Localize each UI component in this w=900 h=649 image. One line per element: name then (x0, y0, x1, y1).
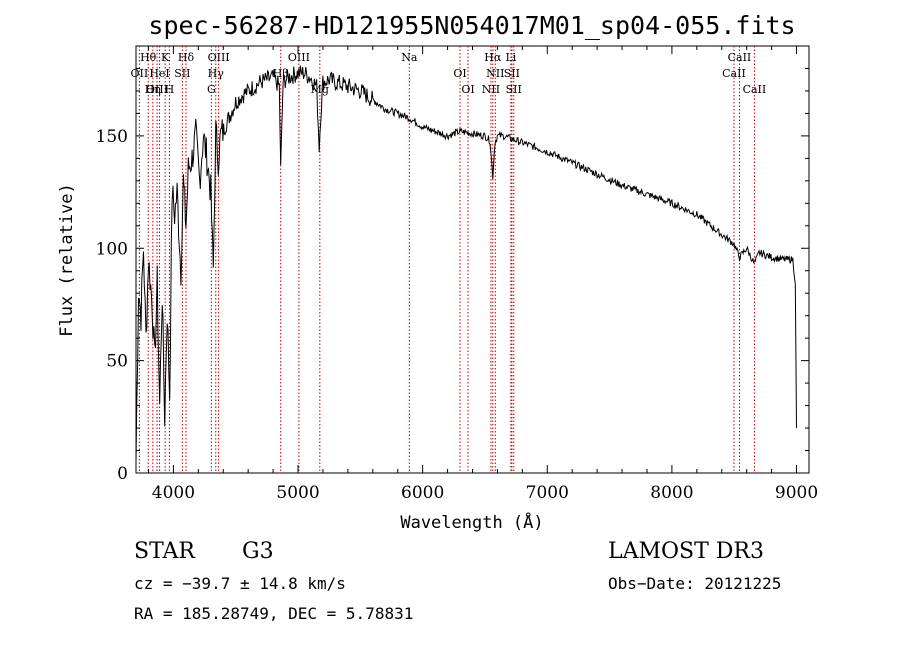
spectral-line-label: NII (486, 67, 504, 80)
spectral-line-label: OI (461, 83, 474, 96)
x-axis-label: Wavelength (Å) (400, 511, 543, 533)
spectral-line-label: SII (174, 67, 190, 80)
spectral-line-label: CaII (728, 51, 752, 64)
x-tick-label: 6000 (401, 483, 444, 503)
spectral-line-label: OII (131, 67, 149, 80)
spectral-line-label: CaII (722, 67, 746, 80)
spectral-line-label: Hβ (273, 67, 289, 80)
spectral-line-label: OIII (208, 51, 230, 64)
object-type: STAR (134, 539, 195, 564)
spectral-line-label: Mg (311, 83, 329, 96)
redshift-cz: cz = −39.7 ± 14.8 km/s (134, 574, 346, 593)
y-tick-label: 150 (96, 127, 128, 147)
chart-title: spec-56287-HD121955N054017M01_sp04-055.f… (148, 11, 795, 40)
spectral-line-label: SII (506, 83, 522, 96)
x-tick-label: 8000 (650, 483, 693, 503)
spectral-line-label: Li (505, 51, 516, 64)
spectral-line-label: CaII (743, 83, 767, 96)
spectrum-line (135, 65, 797, 463)
spectral-subclass: G3 (242, 539, 274, 564)
x-tick-label: 4000 (152, 483, 195, 503)
spectral-line-label: SII (504, 67, 520, 80)
spectral-line-label: OIII (146, 83, 168, 96)
y-axis-label: Flux (relative) (57, 183, 77, 337)
spectral-line-label: G (207, 83, 216, 96)
spectral-line-label: HeI (149, 67, 169, 80)
spectral-line-label: Hδ (178, 51, 195, 64)
survey-name: LAMOST DR3 (608, 539, 764, 564)
x-tick-label: 5000 (276, 483, 319, 503)
y-tick-label: 100 (96, 239, 128, 259)
obs-date: Obs−Date: 20121225 (608, 574, 782, 593)
spectral-line-label: OI (453, 67, 466, 80)
spectral-line-label: Hη (145, 83, 161, 96)
plot-frame (135, 45, 810, 474)
x-tick-label: 7000 (526, 483, 569, 503)
spectral-line-label: NII (482, 83, 500, 96)
y-tick-label: 0 (117, 464, 128, 484)
spectral-line-label: Hθ (140, 51, 157, 64)
spectral-line-label: K (161, 51, 170, 64)
y-tick-label: 50 (106, 352, 128, 372)
spectral-line-label: OIII (288, 51, 310, 64)
spectral-line-label: Hγ (208, 67, 225, 80)
spectral-line-label: Hα (484, 51, 502, 64)
spectral-line-label: H (165, 83, 175, 96)
x-tick-label: 9000 (775, 483, 818, 503)
coordinates: RA = 185.28749, DEC = 5.78831 (134, 604, 414, 623)
spectral-line-label: Na (401, 51, 418, 64)
